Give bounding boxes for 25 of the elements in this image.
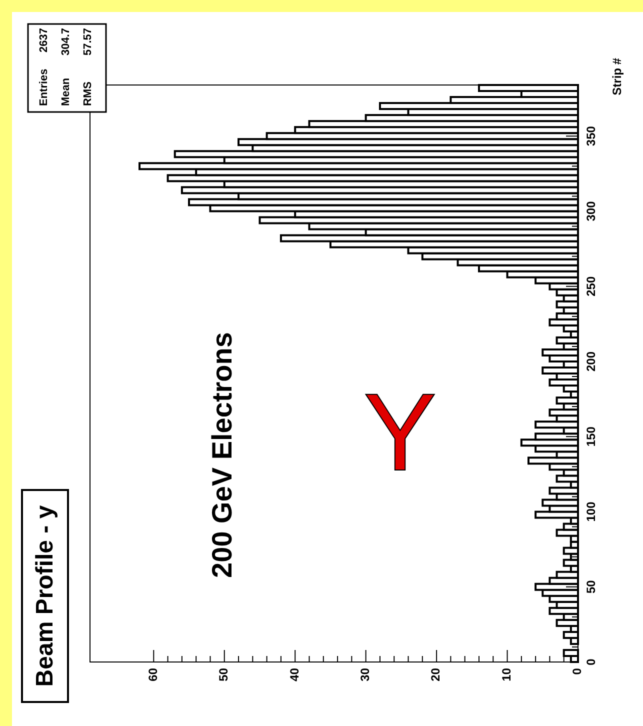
x-tick-label: 0 (570, 668, 584, 675)
x-tick-label: 60 (146, 668, 160, 682)
text: Entries (38, 68, 50, 106)
y-tick-label: 350 (584, 126, 598, 146)
y-tick-label: 100 (584, 501, 598, 522)
annotation: RMS (82, 82, 94, 106)
annotation: Y (363, 371, 437, 494)
text: Mean (60, 78, 72, 106)
text: 57.57 (82, 28, 94, 56)
x-tick-label: 20 (428, 668, 443, 682)
y-axis-title: Strip # (610, 58, 624, 96)
text: 2637 (38, 28, 50, 52)
text: Beam Profile - y (32, 504, 58, 687)
y-tick-label: 150 (584, 426, 598, 447)
annotation: 200 GeV Electrons (206, 332, 238, 578)
x-tick-label: 50 (216, 668, 231, 682)
x-tick-label: 30 (358, 668, 372, 682)
text: 304.7 (60, 28, 72, 56)
y-tick-label: 50 (584, 580, 598, 594)
y-tick-label: 0 (584, 658, 598, 666)
x-tick-label: 10 (499, 668, 514, 682)
y-tick-label: 300 (584, 200, 598, 222)
x-tick-label: 40 (287, 668, 302, 682)
y-tick-label: 250 (584, 276, 598, 296)
y-tick-label: 200 (584, 351, 598, 372)
